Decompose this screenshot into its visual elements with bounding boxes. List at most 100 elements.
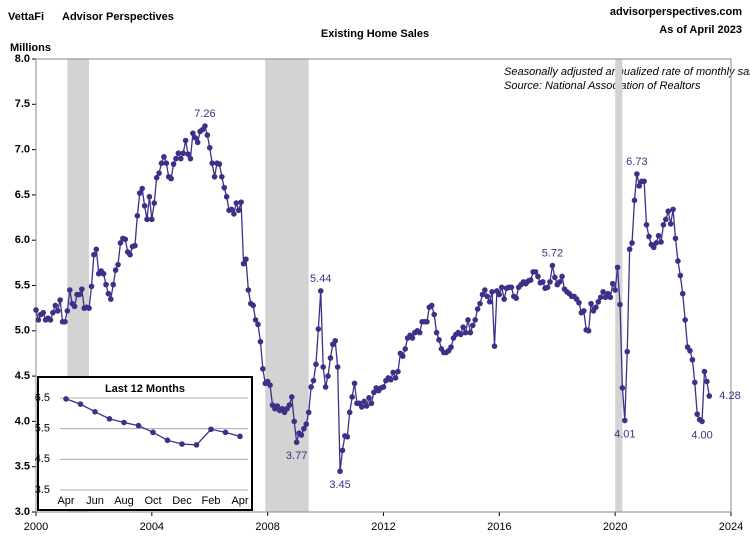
data-point <box>472 317 479 323</box>
data-point <box>105 290 112 297</box>
data-point <box>92 409 98 415</box>
data-point <box>257 338 264 345</box>
data-point <box>136 190 143 196</box>
data-point <box>400 353 406 359</box>
x-tick-label: Apr <box>231 495 248 507</box>
data-point <box>699 418 705 425</box>
data-point <box>100 270 107 277</box>
data-point <box>231 211 237 217</box>
data-point <box>308 384 314 390</box>
data-point <box>163 160 170 166</box>
data-point <box>175 150 182 157</box>
annotation: 4.01 <box>614 428 635 440</box>
data-point <box>424 318 430 325</box>
data-point <box>327 355 334 361</box>
data-point <box>62 318 68 325</box>
data-point <box>206 144 213 151</box>
data-point <box>527 277 534 283</box>
data-point <box>484 293 491 300</box>
data-point <box>390 369 396 376</box>
data-point <box>303 421 310 427</box>
data-point <box>460 324 466 330</box>
data-point <box>252 317 259 323</box>
data-point <box>86 305 92 311</box>
data-point <box>597 294 604 301</box>
data-point <box>462 329 469 336</box>
data-point <box>349 394 355 400</box>
data-point <box>457 331 464 338</box>
x-tick-label: Oct <box>144 495 161 507</box>
data-point <box>66 287 73 293</box>
data-point <box>149 216 155 223</box>
data-point <box>549 262 556 269</box>
x-tick-label: Dec <box>172 495 192 507</box>
x-tick-label: 2004 <box>140 521 164 533</box>
data-point <box>57 297 63 303</box>
data-point <box>301 425 307 432</box>
data-point <box>40 309 47 316</box>
data-point <box>544 284 551 291</box>
data-point <box>93 246 100 253</box>
data-point <box>387 376 394 383</box>
data-point <box>687 347 693 354</box>
data-point <box>448 344 454 350</box>
y-tick-label: 5.5 <box>15 279 30 291</box>
data-point <box>556 279 563 285</box>
data-point <box>317 288 324 294</box>
y-tick-label: 8.0 <box>15 53 30 65</box>
data-point <box>288 394 295 400</box>
data-point <box>139 185 145 192</box>
data-point <box>433 329 440 336</box>
data-point <box>144 216 150 223</box>
data-point <box>291 418 298 425</box>
data-point <box>679 290 686 297</box>
data-point <box>173 155 179 162</box>
y-tick-label: 3.0 <box>15 506 30 518</box>
data-point <box>240 260 247 267</box>
data-point <box>107 296 114 302</box>
data-point <box>320 364 326 370</box>
data-point <box>675 258 681 264</box>
data-point <box>677 272 684 279</box>
data-point <box>52 302 59 309</box>
data-point <box>267 382 273 388</box>
data-point <box>170 161 177 167</box>
y-tick-label: 6.5 <box>15 189 30 201</box>
data-point <box>508 284 515 291</box>
x-tick-label: 2012 <box>371 521 395 533</box>
data-point <box>682 317 688 323</box>
data-point <box>704 378 710 385</box>
data-point <box>351 380 358 387</box>
data-point <box>474 306 481 312</box>
as-of: As of April 2023 <box>659 24 742 36</box>
data-point <box>622 417 628 424</box>
data-point <box>54 308 61 314</box>
data-point <box>653 240 660 246</box>
data-point <box>47 317 54 323</box>
data-point <box>547 279 553 285</box>
data-point <box>110 281 117 288</box>
data-point <box>325 373 331 379</box>
data-point <box>103 281 109 288</box>
annotation: 3.45 <box>329 479 350 491</box>
annotation: 4.28 <box>719 390 740 402</box>
data-point <box>33 307 39 313</box>
data-point <box>346 409 353 416</box>
data-point <box>334 364 341 370</box>
data-point <box>498 284 505 291</box>
x-tick-label: Feb <box>202 495 221 507</box>
data-point <box>368 400 375 407</box>
data-point <box>380 384 387 390</box>
data-point <box>479 291 486 298</box>
data-point <box>641 178 647 185</box>
data-point <box>706 393 713 399</box>
data-point <box>692 379 698 386</box>
inset-box <box>37 376 253 511</box>
data-point <box>624 348 631 355</box>
data-point <box>79 286 85 292</box>
data-point <box>689 356 696 363</box>
data-point <box>358 404 365 410</box>
data-point <box>607 294 614 301</box>
y-tick-label: 4.5 <box>15 370 30 382</box>
